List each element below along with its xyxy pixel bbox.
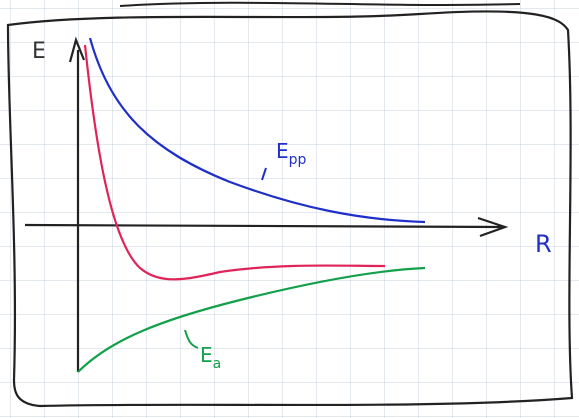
curve-label-main: E (276, 139, 289, 163)
curve-label-sub: pp (289, 152, 307, 168)
x-axis-label: R (535, 230, 552, 258)
y-axis-label: E (32, 39, 46, 64)
sketch: E R Epp Ea (0, 0, 579, 418)
curve-label-main: E (200, 343, 213, 367)
page: E R Epp Ea (() => { const data = JSON.pa… (0, 0, 579, 418)
curve-label-sub: a (213, 356, 222, 372)
